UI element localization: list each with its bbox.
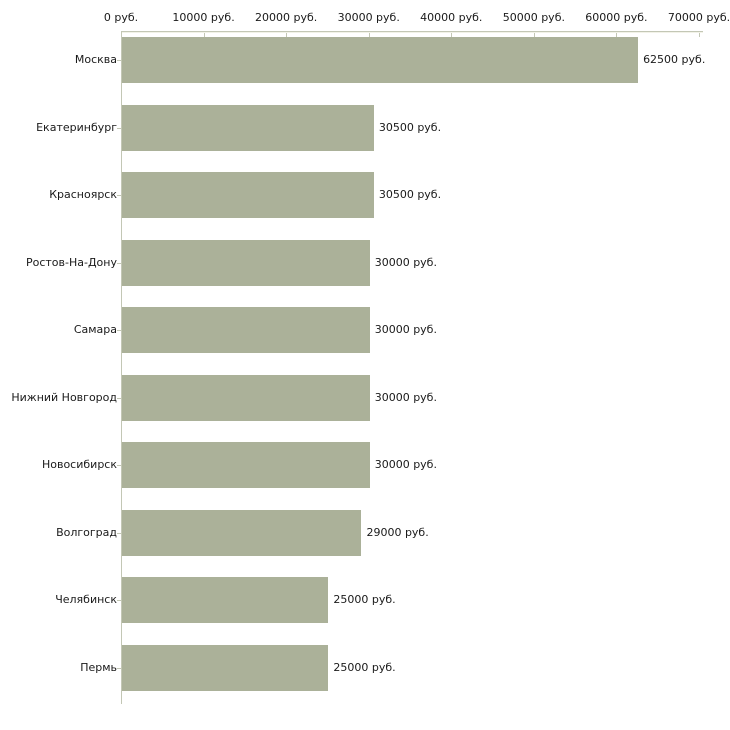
y-axis-line	[121, 31, 122, 704]
bar	[122, 442, 370, 488]
category-label: Нижний Новгород	[11, 390, 117, 404]
bar-row: Челябинск 25000 руб.	[0, 577, 730, 623]
bar	[122, 644, 329, 691]
bar	[122, 577, 329, 623]
x-tick-mark	[699, 33, 700, 37]
bar-row: Волгоград 29000 руб.	[0, 509, 730, 556]
category-label: Екатеринбург	[36, 120, 117, 134]
x-tick-label: 70000 руб.	[667, 11, 730, 24]
x-axis-line	[121, 31, 703, 33]
value-label: 62500 руб.	[643, 53, 706, 66]
category-tick-mark	[117, 667, 121, 669]
bar-row: Нижний Новгород 30000 руб.	[0, 374, 730, 421]
category-tick-mark	[117, 127, 121, 129]
category-label: Красноярск	[49, 188, 117, 201]
category-label: Москва	[74, 53, 117, 66]
category-tick-mark	[117, 195, 121, 196]
x-tick-label: 0 руб.	[103, 11, 139, 24]
category-tick-mark	[117, 397, 121, 399]
bar	[122, 172, 374, 218]
category-label: Ростов-На-Дону	[25, 255, 117, 269]
bar	[122, 37, 639, 83]
category-tick-mark	[117, 330, 121, 331]
category-label: Пермь	[80, 660, 117, 674]
bar-row: Москва 62500 руб.	[0, 37, 730, 83]
category-tick-mark	[117, 532, 121, 534]
bar-row: Екатеринбург 30500 руб.	[0, 104, 730, 151]
bar-row: Пермь 25000 руб.	[0, 644, 730, 691]
x-tick-mark	[533, 33, 535, 37]
value-label: 30000 руб.	[374, 323, 437, 336]
x-tick-mark	[203, 33, 205, 37]
category-tick-mark	[117, 600, 121, 601]
x-tick-label: 50000 руб.	[502, 11, 565, 24]
category-tick-mark	[117, 465, 121, 466]
bar	[122, 239, 370, 286]
value-label: 29000 руб.	[366, 525, 429, 539]
x-tick-label: 40000 руб.	[420, 11, 483, 24]
bar-row: Красноярск 30500 руб.	[0, 172, 730, 218]
value-label: 25000 руб.	[333, 593, 396, 606]
x-tick-mark	[616, 33, 618, 37]
bar	[122, 509, 362, 556]
category-label: Самара	[73, 323, 117, 336]
bar	[122, 307, 370, 353]
x-tick-label: 30000 руб.	[337, 11, 400, 24]
category-tick-mark	[117, 60, 121, 61]
bar-row: Новосибирск 30000 руб.	[0, 442, 730, 488]
value-label: 30500 руб.	[378, 120, 442, 134]
value-label: 30000 руб.	[374, 255, 437, 269]
x-tick-mark	[286, 33, 288, 37]
bar-row: Ростов-На-Дону 30000 руб.	[0, 239, 730, 286]
category-label: Волгоград	[56, 525, 117, 539]
x-tick-label: 60000 руб.	[585, 11, 648, 24]
x-tick-label: 10000 руб.	[172, 11, 235, 24]
bar	[122, 374, 370, 421]
category-tick-mark	[117, 262, 121, 264]
bar-row: Самара 30000 руб.	[0, 307, 730, 353]
bar	[122, 104, 374, 151]
x-tick-label: 20000 руб.	[255, 11, 318, 24]
category-label: Челябинск	[55, 593, 117, 606]
value-label: 30500 руб.	[378, 188, 442, 201]
x-tick-mark	[121, 33, 122, 37]
x-tick-mark	[368, 33, 370, 37]
category-label: Новосибирск	[41, 458, 117, 471]
value-label: 25000 руб.	[333, 660, 396, 674]
value-label: 30000 руб.	[374, 458, 437, 471]
x-tick-mark	[451, 33, 453, 37]
value-label: 30000 руб.	[374, 390, 437, 404]
